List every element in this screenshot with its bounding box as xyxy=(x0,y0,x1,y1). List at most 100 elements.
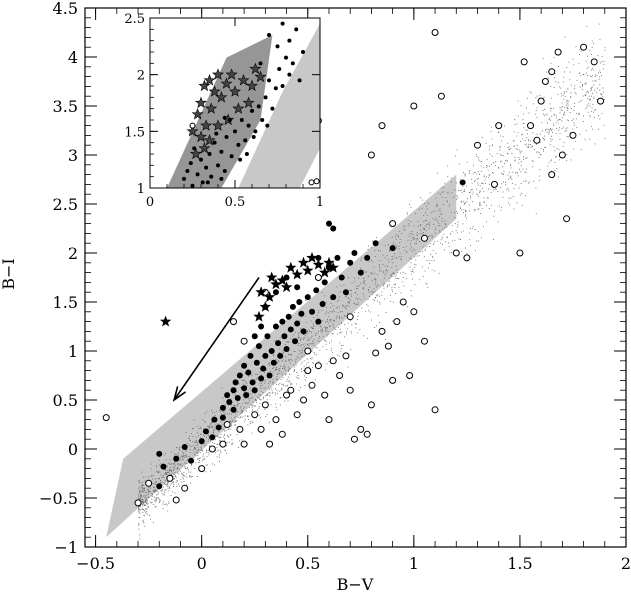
background-dot xyxy=(550,138,551,140)
background-dot xyxy=(546,114,548,116)
background-dot xyxy=(288,353,289,355)
background-dot xyxy=(356,332,358,334)
background-dot xyxy=(251,432,253,434)
background-dot xyxy=(507,153,509,155)
background-dot xyxy=(510,165,511,166)
background-dot xyxy=(469,239,471,241)
background-dot xyxy=(478,208,480,210)
background-dot xyxy=(147,503,149,505)
background-dot xyxy=(598,23,600,25)
background-dot xyxy=(384,274,386,276)
background-dot xyxy=(146,492,147,493)
background-dot xyxy=(207,433,209,435)
background-dot xyxy=(551,128,553,130)
background-dot xyxy=(317,340,319,342)
background-dot xyxy=(287,341,289,343)
background-dot xyxy=(456,149,458,151)
background-dot xyxy=(585,94,587,96)
background-dot xyxy=(470,190,472,192)
background-dot xyxy=(235,413,237,415)
background-dot xyxy=(441,236,443,238)
inset-data-marks xyxy=(182,21,320,188)
inset-star-point xyxy=(237,73,250,86)
background-dot xyxy=(322,336,324,338)
background-dot xyxy=(376,295,378,297)
background-dot xyxy=(575,46,577,48)
background-dot xyxy=(155,490,157,492)
open-circle-point xyxy=(325,416,333,424)
inset-filled-circle-point xyxy=(253,129,258,134)
background-dot xyxy=(363,287,365,289)
background-dot xyxy=(184,466,186,468)
background-dot xyxy=(435,252,437,254)
background-dot xyxy=(432,255,433,257)
background-dot xyxy=(431,260,433,261)
background-dot xyxy=(476,193,478,195)
background-dot xyxy=(330,303,332,304)
filled-circle-point xyxy=(272,323,279,330)
star-point xyxy=(253,310,265,322)
background-dot xyxy=(193,449,195,451)
main-data-marks xyxy=(102,29,605,507)
open-circle-point xyxy=(321,391,329,399)
background-dot xyxy=(522,133,524,135)
background-dot xyxy=(297,356,299,358)
background-dot xyxy=(140,494,142,496)
background-dot xyxy=(409,266,411,268)
background-dot xyxy=(200,444,202,445)
inset-star-point xyxy=(254,70,267,83)
background-dot xyxy=(278,352,280,354)
background-dot xyxy=(184,456,186,458)
background-dot xyxy=(514,160,516,162)
background-dot xyxy=(221,387,223,389)
background-dot xyxy=(487,165,489,167)
background-dot xyxy=(170,473,172,475)
background-dot xyxy=(170,495,172,496)
background-dot xyxy=(197,426,199,428)
background-dot xyxy=(564,36,566,38)
background-dot xyxy=(548,131,550,133)
background-dot xyxy=(190,471,192,473)
background-dot xyxy=(528,140,529,142)
background-dot xyxy=(164,489,166,491)
background-dot xyxy=(436,219,438,221)
background-dot xyxy=(580,81,581,83)
background-dot xyxy=(139,506,141,507)
background-dot xyxy=(322,346,324,348)
background-dot xyxy=(565,130,567,132)
background-dot xyxy=(141,471,143,473)
background-dot xyxy=(148,487,150,489)
background-dot xyxy=(147,488,149,490)
background-dot xyxy=(540,148,542,149)
background-dot xyxy=(561,107,562,109)
background-dot xyxy=(517,175,519,177)
background-dot xyxy=(263,380,265,382)
background-dot xyxy=(396,247,398,249)
background-dot xyxy=(561,102,563,104)
star-point xyxy=(255,286,267,298)
background-dot xyxy=(336,316,338,318)
background-dot xyxy=(258,406,260,408)
background-dot xyxy=(146,501,148,503)
inset-filled-circle-point xyxy=(265,123,270,128)
inset-filled-circle-point xyxy=(195,172,200,177)
background-dot xyxy=(590,90,591,92)
filled-circle-point xyxy=(247,352,254,359)
background-dot xyxy=(539,153,541,155)
open-circle-point xyxy=(304,347,312,355)
background-dot xyxy=(595,109,597,110)
background-dot xyxy=(319,336,320,338)
background-dot xyxy=(479,203,481,204)
background-dot xyxy=(511,171,513,173)
background-dot xyxy=(548,129,550,130)
background-dot xyxy=(392,301,394,303)
background-dot xyxy=(162,475,164,477)
background-dot xyxy=(140,495,142,497)
background-dot xyxy=(501,172,502,174)
background-dot xyxy=(451,192,453,194)
background-dot xyxy=(339,332,341,334)
background-dot xyxy=(550,97,552,99)
background-dot xyxy=(591,47,593,48)
background-dot xyxy=(529,91,531,93)
background-dot xyxy=(429,224,431,226)
